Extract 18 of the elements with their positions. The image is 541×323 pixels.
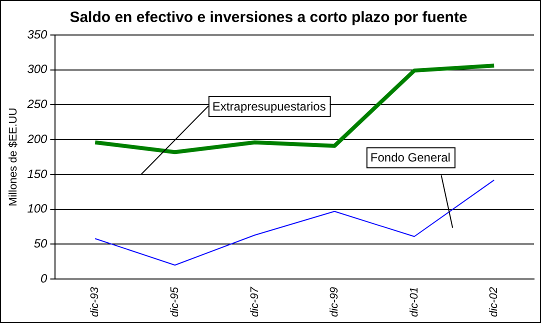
chart-title: Saldo en efectivo e inversiones a corto plazo por fuente (70, 9, 468, 26)
x-tick-label: dic-02 (488, 287, 500, 318)
x-tick-label: dic-93 (89, 286, 102, 318)
y-tick-label: 0 (40, 271, 48, 286)
text: Fondo General (370, 150, 450, 165)
x-tick-label: dic-95 (168, 286, 181, 318)
y-tick-label: 350 (27, 27, 48, 42)
y-tick-label: 250 (26, 97, 48, 112)
x-tick-label: dic-99 (328, 287, 341, 318)
y-axis-title: Millones de $EE.UU (8, 108, 20, 206)
x-tick-label: dic-97 (248, 286, 261, 318)
x-tick-label: dic-01 (408, 287, 420, 318)
y-tick-label: 100 (27, 202, 48, 216)
text: Extrapresupuestarios (212, 99, 326, 114)
y-tick-label: 200 (26, 132, 48, 146)
y-tick-label: 150 (27, 166, 48, 181)
y-tick-label: 50 (34, 236, 48, 251)
y-tick-label: 300 (27, 62, 48, 76)
